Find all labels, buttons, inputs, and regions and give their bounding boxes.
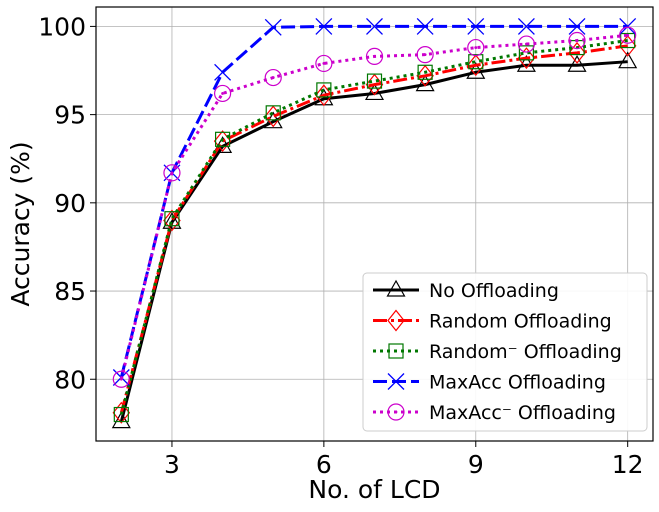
- series-1-point-10: [618, 34, 637, 57]
- series-1-point-1: [163, 209, 181, 232]
- series-1-point-4: [315, 84, 333, 107]
- series-0-point-5: [364, 83, 385, 101]
- legend-marker-1: [387, 309, 405, 332]
- series-4-point-8: [517, 35, 536, 53]
- series-4: [112, 26, 637, 388]
- series-0-point-9: [567, 55, 587, 72]
- series-1-point-0: [112, 401, 131, 424]
- legend-marker-3: [387, 373, 405, 390]
- legend-label-1: Random Offloading: [429, 311, 612, 333]
- series-0-point-6: [415, 74, 435, 92]
- legend-label-3: MaxAcc Offloading: [429, 372, 606, 394]
- series-2-point-1: [164, 211, 180, 227]
- x-tick-label-2: 9: [468, 450, 484, 479]
- series-4-point-5: [365, 47, 384, 65]
- series-4-point-6: [416, 46, 434, 64]
- series-2-point-6: [417, 64, 433, 80]
- series-2-point-4: [316, 82, 332, 98]
- legend-marker-0: [386, 279, 406, 297]
- series-2-point-2: [214, 131, 231, 147]
- legend-marker-4: [387, 403, 405, 421]
- x-axis-label: No. of LCD: [308, 475, 440, 504]
- series-3-point-7: [467, 17, 485, 35]
- series-2-point-3: [265, 105, 281, 121]
- legend-item-2: Random⁻ Offloading: [373, 341, 622, 363]
- y-tick-label-0: 80: [54, 365, 86, 394]
- series-line-1: [119, 44, 628, 414]
- series-4-point-3: [264, 68, 282, 87]
- series-4-point-2: [213, 84, 232, 103]
- series-4-point-7: [467, 38, 485, 57]
- series-4-point-0: [112, 370, 130, 388]
- x-tick-label-1: 6: [316, 450, 332, 479]
- plot-frame: [95, 6, 654, 442]
- legend-item-3: MaxAcc Offloading: [373, 372, 606, 394]
- legend: No Offloading Random Offloading Random⁻ Of…: [362, 272, 648, 432]
- series-2: [113, 32, 636, 423]
- series-3-point-6: [416, 17, 434, 35]
- legend-item-0: No Offloading: [373, 279, 559, 302]
- series-0-point-0: [111, 411, 131, 429]
- series-line-0: [119, 60, 628, 422]
- legend-label-4: MaxAcc⁻ Offloading: [429, 402, 616, 424]
- legend-label-2: Random⁻ Offloading: [429, 341, 622, 363]
- series-2-point-8: [518, 45, 535, 61]
- series-0-point-10: [618, 51, 638, 69]
- y-axis-label: Accuracy (%): [6, 141, 35, 306]
- legend-label-0: No Offloading: [429, 280, 559, 302]
- series-line-2: [119, 39, 628, 415]
- y-tick-label-4: 100: [38, 12, 86, 41]
- series-2-point-7: [468, 54, 484, 70]
- x-tick-label-0: 3: [164, 450, 180, 479]
- series-2-point-5: [366, 73, 383, 89]
- y-tick-label-1: 85: [54, 277, 86, 306]
- series-3-point-3: [264, 18, 282, 36]
- x-tick-label-3: 12: [612, 450, 644, 479]
- series-4-point-4: [315, 54, 333, 73]
- y-tick-label-3: 95: [54, 101, 86, 130]
- series-3-point-4: [315, 17, 333, 35]
- series-2-point-0: [113, 406, 129, 423]
- y-tick-label-2: 90: [54, 189, 86, 218]
- legend-box: [362, 272, 648, 432]
- series-line-3: [119, 24, 628, 378]
- series-4-point-10: [619, 26, 637, 44]
- series-1-point-3: [264, 105, 282, 128]
- series-3-point-10: [619, 17, 637, 35]
- series-3-point-8: [517, 17, 535, 35]
- series-4-point-9: [568, 31, 586, 50]
- legend-item-4: MaxAcc⁻ Offloading: [373, 402, 616, 424]
- series-2-point-10: [620, 32, 636, 49]
- series-0-point-1: [162, 212, 182, 229]
- series-3-point-5: [366, 17, 383, 35]
- series-layer: [111, 17, 638, 429]
- ticks: 3 6 9 12 80 85 90 95 100: [38, 12, 643, 479]
- series-3-point-2: [214, 63, 232, 81]
- series-4-point-1: [163, 164, 181, 182]
- legend-item-1: Random Offloading: [373, 309, 612, 333]
- series-3-point-9: [568, 17, 586, 35]
- legend-marker-2: [388, 343, 404, 359]
